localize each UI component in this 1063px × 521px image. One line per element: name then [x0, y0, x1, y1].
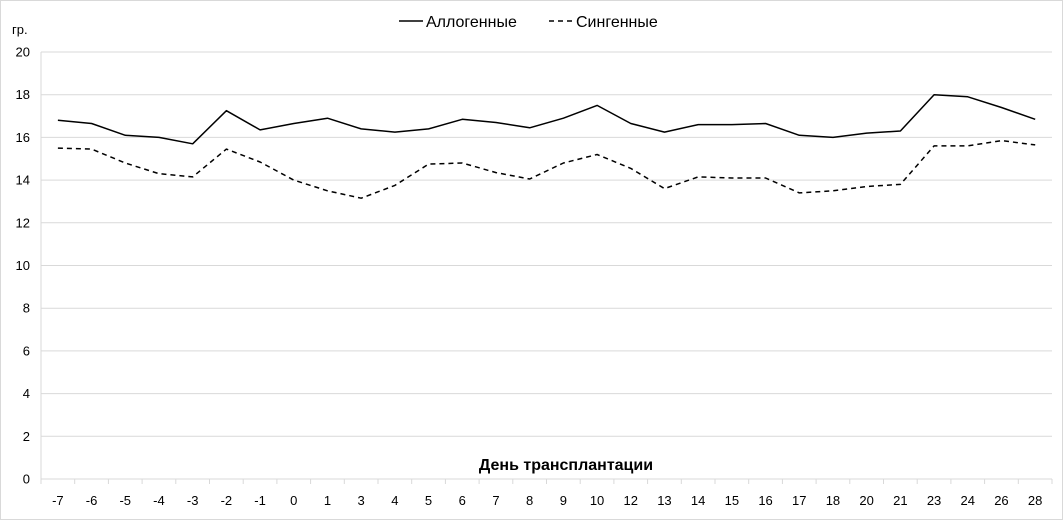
y-tick-label: 12 [16, 215, 30, 230]
legend: Аллогенные Сингенные [399, 14, 658, 31]
x-tick-label: 1 [324, 493, 331, 508]
x-tick-label: 12 [624, 493, 638, 508]
x-tick-label: 8 [526, 493, 533, 508]
y-tick-label: 10 [16, 258, 30, 273]
x-tick-label: 17 [792, 493, 806, 508]
y-tick-label: 14 [16, 173, 30, 188]
x-tick-labels: -7 -6 -5 -4 -3 -2 -1 0 1 3 4 5 6 7 8 9 10 12 13 14 15 16 17 18 2… [52, 493, 1042, 508]
x-tick-label: -6 [86, 493, 98, 508]
x-tick-label: 14 [691, 493, 705, 508]
x-tick-label: 10 [590, 493, 604, 508]
x-tick-label: 0 [290, 493, 297, 508]
x-tick-label: 6 [459, 493, 466, 508]
grid-lines [40, 51, 1053, 484]
series-line-1 [57, 139, 1036, 199]
y-axis-label: гр. [12, 22, 28, 37]
x-tick-label: 9 [560, 493, 567, 508]
legend-label-0: Аллогенные [426, 14, 517, 31]
x-tick-label: 28 [1028, 493, 1042, 508]
y-tick-label: 0 [23, 472, 30, 487]
y-tick-label: 18 [16, 87, 30, 102]
x-tick-label: -1 [254, 493, 266, 508]
x-tick-label: 3 [358, 493, 365, 508]
legend-label-1: Сингенные [576, 14, 658, 31]
x-tick-label: 26 [994, 493, 1008, 508]
x-tick-label: -5 [119, 493, 131, 508]
x-tick-label: -3 [187, 493, 199, 508]
x-tick-label: 15 [725, 493, 739, 508]
y-tick-labels: 0 2 4 6 8 10 12 14 16 18 20 [16, 45, 30, 487]
x-tick-label: -7 [52, 493, 64, 508]
y-tick-label: 2 [23, 429, 30, 444]
x-tick-label: -4 [153, 493, 165, 508]
x-tick-label: 13 [657, 493, 671, 508]
y-tick-label: 8 [23, 301, 30, 316]
x-tick-label: 5 [425, 493, 432, 508]
y-tick-label: 6 [23, 343, 30, 358]
x-tick-label: -2 [221, 493, 233, 508]
x-tick-label: 16 [758, 493, 772, 508]
series-line-0 [57, 93, 1036, 145]
y-tick-label: 20 [16, 45, 30, 60]
x-tick-label: 23 [927, 493, 941, 508]
x-tick-label: 18 [826, 493, 840, 508]
y-tick-label: 4 [23, 386, 30, 401]
x-tick-label: 24 [961, 493, 975, 508]
x-axis-label: День трансплантации [479, 457, 653, 474]
series-lines [57, 93, 1036, 199]
x-tick-label: 7 [492, 493, 499, 508]
x-tick-label: 21 [893, 493, 907, 508]
x-tick-label: 4 [391, 493, 398, 508]
y-tick-label: 16 [16, 130, 30, 145]
x-tick-label: 20 [859, 493, 873, 508]
